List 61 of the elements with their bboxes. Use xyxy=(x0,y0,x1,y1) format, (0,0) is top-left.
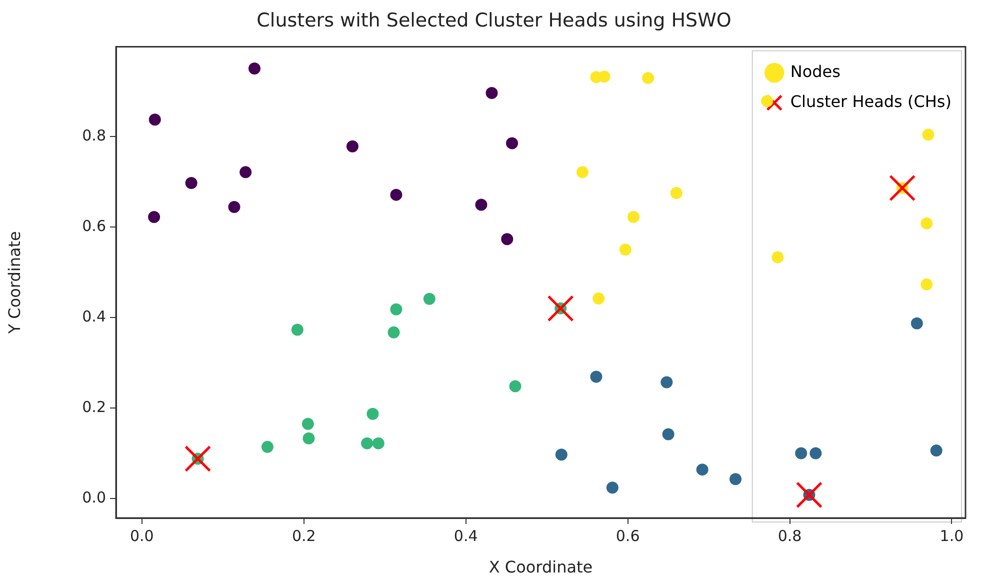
point xyxy=(670,187,682,200)
legend-label: Cluster Heads (CHs) xyxy=(790,92,952,111)
point xyxy=(910,317,923,330)
point xyxy=(240,166,252,178)
point xyxy=(795,447,808,460)
point xyxy=(606,482,618,494)
point xyxy=(555,448,568,461)
y-tick-label: 0.2 xyxy=(82,398,106,416)
point xyxy=(696,464,708,476)
point xyxy=(486,86,498,99)
point xyxy=(642,72,654,84)
point xyxy=(302,418,314,430)
x-tick-label: 0.2 xyxy=(292,526,316,545)
y-tick-label: 0.0 xyxy=(82,488,106,506)
point xyxy=(390,188,402,201)
point xyxy=(509,380,522,392)
point xyxy=(366,408,379,420)
point xyxy=(920,217,933,230)
legend-label: Nodes xyxy=(790,62,840,81)
point xyxy=(148,210,160,223)
x-tick-label: 1.0 xyxy=(940,526,964,545)
point xyxy=(346,140,358,152)
point xyxy=(185,177,198,190)
point xyxy=(590,370,602,383)
point xyxy=(501,233,514,246)
point xyxy=(372,437,384,450)
point xyxy=(228,201,240,214)
point xyxy=(761,95,774,108)
point xyxy=(660,376,673,388)
point xyxy=(423,292,436,305)
point xyxy=(922,128,934,141)
point xyxy=(506,137,518,150)
point xyxy=(920,278,933,290)
x-axis-title: X Coordinate xyxy=(488,558,593,577)
y-tick-label: 0.6 xyxy=(82,216,106,235)
point xyxy=(619,244,632,256)
chart-title: Clusters with Selected Cluster Heads using HSWO xyxy=(256,9,732,32)
point xyxy=(627,210,640,223)
point xyxy=(730,473,742,486)
point xyxy=(390,303,402,316)
x-tick-label: 0.8 xyxy=(778,526,802,545)
point xyxy=(662,428,674,440)
point xyxy=(361,437,374,450)
y-tick-label: 0.4 xyxy=(82,307,106,326)
point xyxy=(930,444,942,457)
y-axis-title: Y Coordinate xyxy=(4,231,24,335)
point xyxy=(576,166,588,178)
point xyxy=(291,324,304,336)
point xyxy=(592,292,605,304)
x-tick-label: 0.0 xyxy=(130,526,154,545)
point xyxy=(810,447,822,460)
point xyxy=(302,432,315,444)
point xyxy=(772,251,784,264)
point xyxy=(248,62,260,75)
point xyxy=(261,440,274,453)
x-tick-label: 0.6 xyxy=(616,526,640,545)
y-tick-label: 0.8 xyxy=(82,126,106,144)
point xyxy=(475,198,488,211)
point xyxy=(148,114,161,126)
point xyxy=(388,326,400,338)
x-tick-label: 0.4 xyxy=(454,526,478,545)
